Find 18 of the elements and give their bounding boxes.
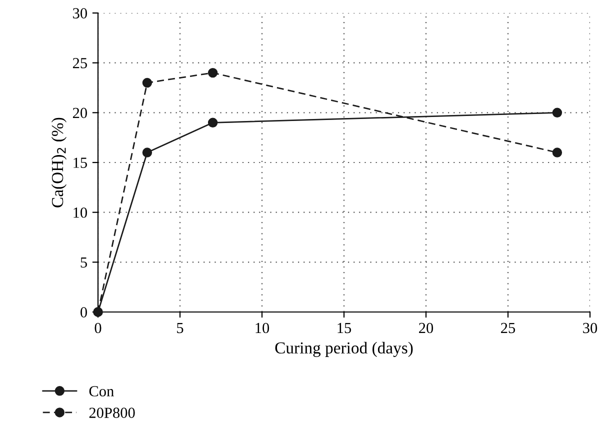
x-tick-label: 5 — [177, 323, 184, 334]
x-tick-label: 25 — [501, 322, 516, 334]
x-tick-label: 15 — [338, 322, 352, 334]
x-axis-title: Curing period (days) — [275, 342, 413, 357]
y-tick-label: 20 — [72, 108, 87, 118]
y-tick-label: 25 — [72, 58, 87, 68]
y-tick-label: 30 — [73, 8, 87, 18]
y-tick-label: 15 — [74, 158, 87, 168]
legend-label: 20P800 — [89, 408, 135, 418]
y-axis-title: Ca(OH)$_{2}$ (%) — [51, 118, 67, 208]
y-tick-label: 0 — [80, 307, 87, 318]
x-tick-label: 0 — [94, 322, 102, 334]
x-tick-label: 30 — [583, 322, 598, 334]
y-tick-label: 5 — [80, 257, 87, 268]
x-tick-label: 10 — [256, 322, 270, 334]
y-tick-label: 10 — [74, 207, 87, 218]
legend-label: Con — [89, 386, 114, 396]
x-tick-label: 20 — [419, 322, 434, 334]
